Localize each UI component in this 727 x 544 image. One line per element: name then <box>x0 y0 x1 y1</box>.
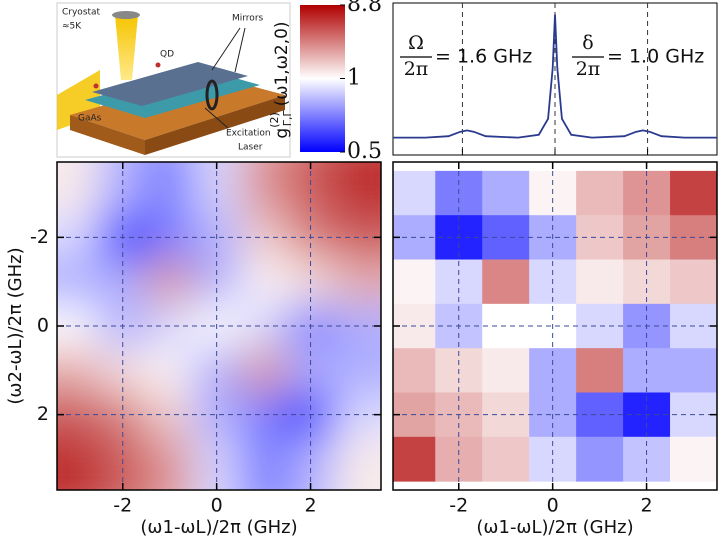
heatmap-cell <box>393 259 436 305</box>
inset-label: QD <box>160 50 174 60</box>
chip-side <box>70 115 145 155</box>
heatmap-cell <box>393 170 436 216</box>
x-tick-label: 2 <box>641 495 653 517</box>
heatmap-cell <box>482 436 530 482</box>
heatmap-cell <box>482 170 530 216</box>
chip-side <box>145 95 285 155</box>
inset-label: ≈5K <box>62 22 82 32</box>
heatmap-cell <box>240 259 288 305</box>
heatmap-cell <box>287 162 335 216</box>
heatmap-cell <box>670 170 717 216</box>
y-axis-label: (ω2-ωL)/2π (GHz) <box>5 247 26 404</box>
heatmap-cell <box>57 436 100 490</box>
heatmap-cell <box>576 348 624 393</box>
arrow <box>211 27 241 71</box>
arrow <box>204 107 229 129</box>
heatmap-cell <box>146 259 194 305</box>
plot-frame <box>56 161 382 491</box>
inset-label: Excitation <box>226 129 271 139</box>
colorbar-tick-label: 8.8 <box>347 0 382 17</box>
cavity <box>92 62 248 106</box>
x-tick-label: 0 <box>547 495 559 517</box>
y-tick-label: 2 <box>37 403 49 425</box>
heatmap-cell <box>393 348 436 393</box>
colorbar-tick-label: 1 <box>347 66 361 91</box>
spectrum-line <box>393 14 717 139</box>
heatmap-cell <box>146 348 194 393</box>
arrow <box>234 27 246 73</box>
x-axis-label: (ω1-ωL)/2π (GHz) <box>476 517 633 538</box>
heatmap-cell <box>57 162 100 216</box>
qd <box>155 62 161 68</box>
annotation-numerator: Ω <box>408 32 424 54</box>
laser-ring <box>205 79 219 111</box>
heatmap-cell <box>334 162 381 216</box>
heatmap-cell <box>334 436 381 490</box>
label-part: (2) <box>268 112 281 128</box>
qd <box>93 83 99 89</box>
heatmap-cell <box>146 436 194 490</box>
heatmap-cell <box>482 259 530 305</box>
heatmap-cell <box>670 259 717 305</box>
beam <box>115 15 138 80</box>
x-tick-label: 2 <box>305 495 317 517</box>
label-part: (ω1,ω2,0) <box>272 21 292 106</box>
heatmap-cell <box>482 348 530 393</box>
inset-label: Laser <box>238 143 263 153</box>
heatmap-cell <box>240 162 288 216</box>
x-tick-label: -2 <box>449 495 468 517</box>
annotation-denominator: 2π <box>404 58 429 80</box>
inset: Cryostat ≈5K QD Mirrors GaAs Excitation … <box>56 2 291 158</box>
annotation-numerator: δ <box>582 32 593 54</box>
heatmap-cell <box>99 162 147 216</box>
inset-label: Mirrors <box>232 14 264 24</box>
plot-frame <box>392 161 718 491</box>
colorbar-label: g(2)Γ,Γ (ω1,ω2,0) <box>268 21 294 138</box>
colorbar-tick-label: 0.5 <box>347 139 382 164</box>
heatmap-cell <box>334 348 381 393</box>
heatmap-cell <box>576 436 624 482</box>
y-tick-label: 0 <box>37 315 49 337</box>
label-part: Γ,Γ <box>281 110 294 127</box>
annotation-text: = 1.6 GHz <box>435 46 532 68</box>
x-tick-label: -2 <box>113 495 132 517</box>
heatmap-cell <box>576 170 624 216</box>
y-tick-label: -2 <box>30 226 49 248</box>
heatmap-cell <box>57 348 100 393</box>
annotation-denominator: 2π <box>576 58 601 80</box>
inset-label: GaAs <box>78 114 102 124</box>
colorbar <box>300 5 345 152</box>
label-part: g <box>272 128 292 139</box>
heatmap-cell <box>240 436 288 490</box>
x-tick-label: 0 <box>211 495 223 517</box>
heatmap-cell <box>576 259 624 305</box>
heatmap-cell <box>57 259 100 305</box>
x-axis-label: (ω1-ωL)/2π (GHz) <box>140 517 297 538</box>
heatmap-cell <box>193 162 241 216</box>
heatmap-cell <box>670 348 717 393</box>
heatmap-cell <box>240 348 288 393</box>
inset-label: Cryostat <box>62 8 101 18</box>
heatmap-cell <box>393 436 436 482</box>
heatmap-cell <box>334 259 381 305</box>
lens <box>112 11 140 19</box>
heatmap-cell <box>146 162 194 216</box>
heatmap-cell <box>670 436 717 482</box>
annotation-text: = 1.0 GHz <box>607 46 704 68</box>
